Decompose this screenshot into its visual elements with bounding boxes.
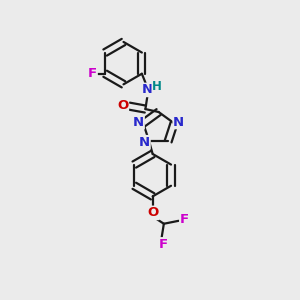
Text: F: F bbox=[180, 213, 189, 226]
Text: N: N bbox=[142, 83, 153, 96]
Text: O: O bbox=[117, 99, 128, 112]
Text: F: F bbox=[88, 67, 97, 80]
Text: O: O bbox=[148, 206, 159, 219]
Text: N: N bbox=[173, 116, 184, 128]
Text: N: N bbox=[133, 116, 144, 129]
Text: H: H bbox=[152, 80, 162, 93]
Text: N: N bbox=[139, 136, 150, 149]
Text: F: F bbox=[158, 238, 167, 251]
